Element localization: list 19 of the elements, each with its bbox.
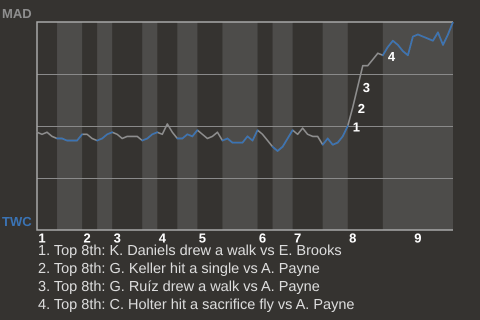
x-tick-label: 1 <box>38 230 46 246</box>
x-tick-label: 8 <box>349 230 356 246</box>
x-tick-label: 4 <box>158 230 167 246</box>
text: 4. Top 8th: C. Holter hit a sacrifice fly vs A. Payne <box>38 296 354 314</box>
x-tick-label: 2 <box>84 230 91 246</box>
text: 1. Top 8th: K. Daniels drew a walk vs E. Brooks <box>38 243 342 259</box>
x-tick-label: 5 <box>198 230 206 246</box>
text: TWC <box>2 214 32 229</box>
annotation: 4 <box>388 48 396 64</box>
x-tick-label: 3 <box>114 230 121 246</box>
annotation: 3 <box>362 80 370 96</box>
text: 2. Top 8th: G. Keller hit a single vs A. Payne <box>38 260 321 278</box>
text: MAD <box>2 6 32 21</box>
x-tick-label: 9 <box>414 230 422 246</box>
annotation: 2 <box>358 100 365 116</box>
x-tick-label: 6 <box>258 230 266 246</box>
x-tick-label: 7 <box>294 230 302 246</box>
text: 3. Top 8th: G. Ruíz drew a walk vs A. Payne <box>38 278 321 296</box>
annotation: 1 <box>352 120 360 135</box>
